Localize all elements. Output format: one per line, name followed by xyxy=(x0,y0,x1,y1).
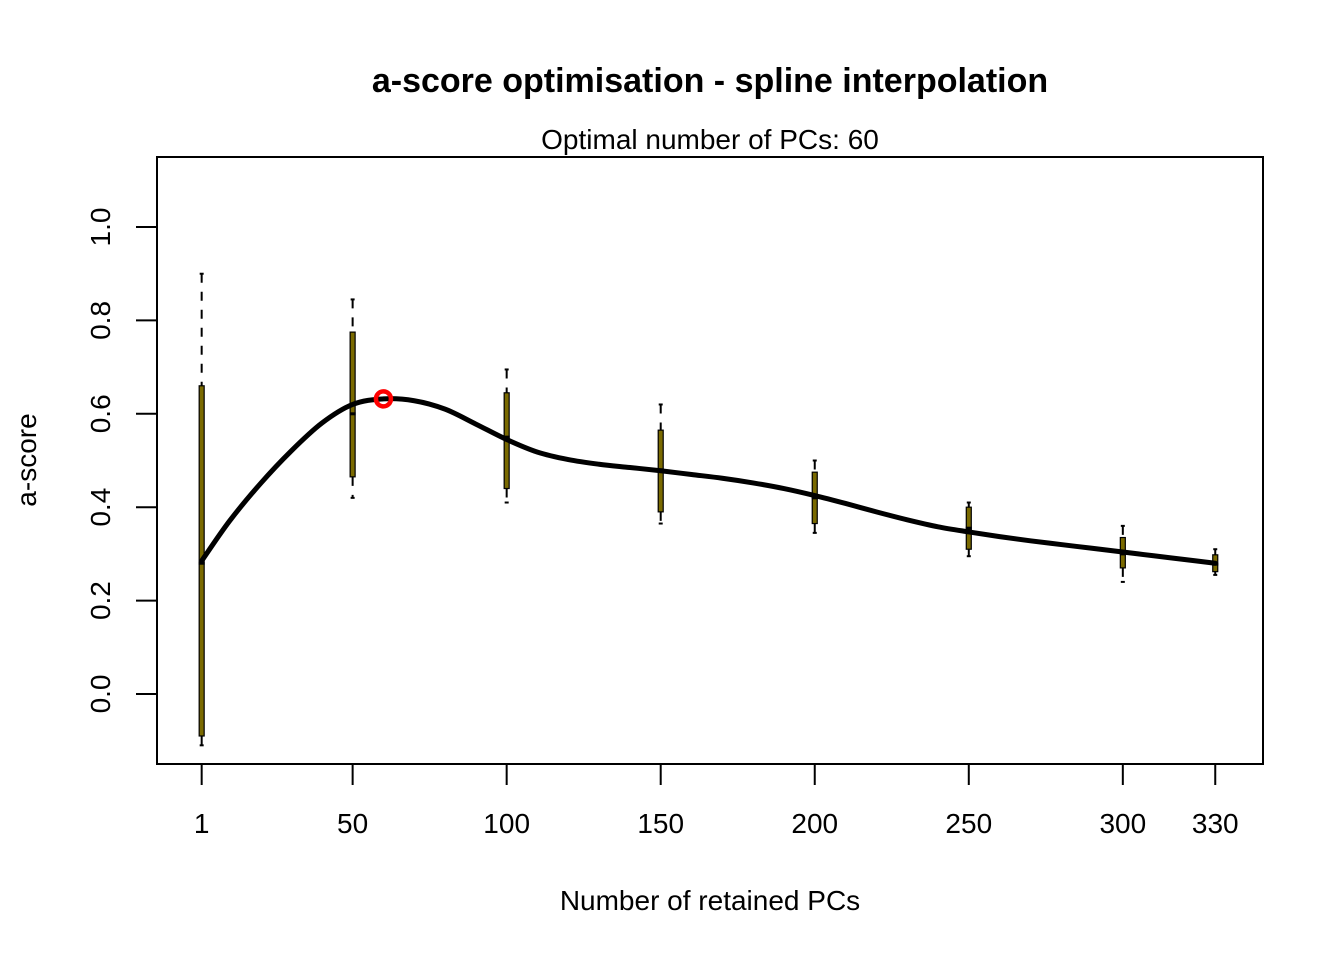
chart-title: a-score optimisation - spline interpolat… xyxy=(372,62,1048,100)
x-tick-label-200: 200 xyxy=(791,808,838,839)
y-tick-label-3: 0.6 xyxy=(85,394,116,433)
y-axis-label: a-score xyxy=(11,413,42,506)
x-tick-label-50: 50 xyxy=(337,808,368,839)
x-axis-label: Number of retained PCs xyxy=(560,885,860,916)
x-axis: 1 50 100 150 200 250 300 330 xyxy=(194,763,1239,839)
boxplot-150 xyxy=(657,403,664,525)
boxplot-50 xyxy=(349,298,356,499)
chart-subtitle: Optimal number of PCs: 60 xyxy=(541,124,879,155)
y-tick-label-1: 0.2 xyxy=(85,581,116,620)
boxplots xyxy=(198,272,1219,747)
y-axis: 0.0 0.2 0.4 0.6 0.8 1.0 xyxy=(85,208,158,713)
x-tick-label-1: 1 xyxy=(194,808,210,839)
y-tick-label-0: 0.0 xyxy=(85,674,116,713)
spline-line xyxy=(199,396,1218,566)
optimum-marker xyxy=(373,389,394,409)
y-tick-label-2: 0.4 xyxy=(85,488,116,527)
y-tick-label-4: 0.8 xyxy=(85,301,116,340)
x-tick-label-250: 250 xyxy=(945,808,992,839)
y-tick-label-5: 1.0 xyxy=(85,208,116,247)
x-tick-label-330: 330 xyxy=(1192,808,1239,839)
x-tick-label-150: 150 xyxy=(637,808,684,839)
x-tick-label-100: 100 xyxy=(483,808,530,839)
boxplot-1 xyxy=(198,272,205,747)
plot-frame xyxy=(156,156,1264,765)
optimum-marker-group xyxy=(373,389,394,409)
boxplot-250 xyxy=(965,501,972,558)
x-tick-label-300: 300 xyxy=(1099,808,1146,839)
spline-series xyxy=(199,396,1218,566)
